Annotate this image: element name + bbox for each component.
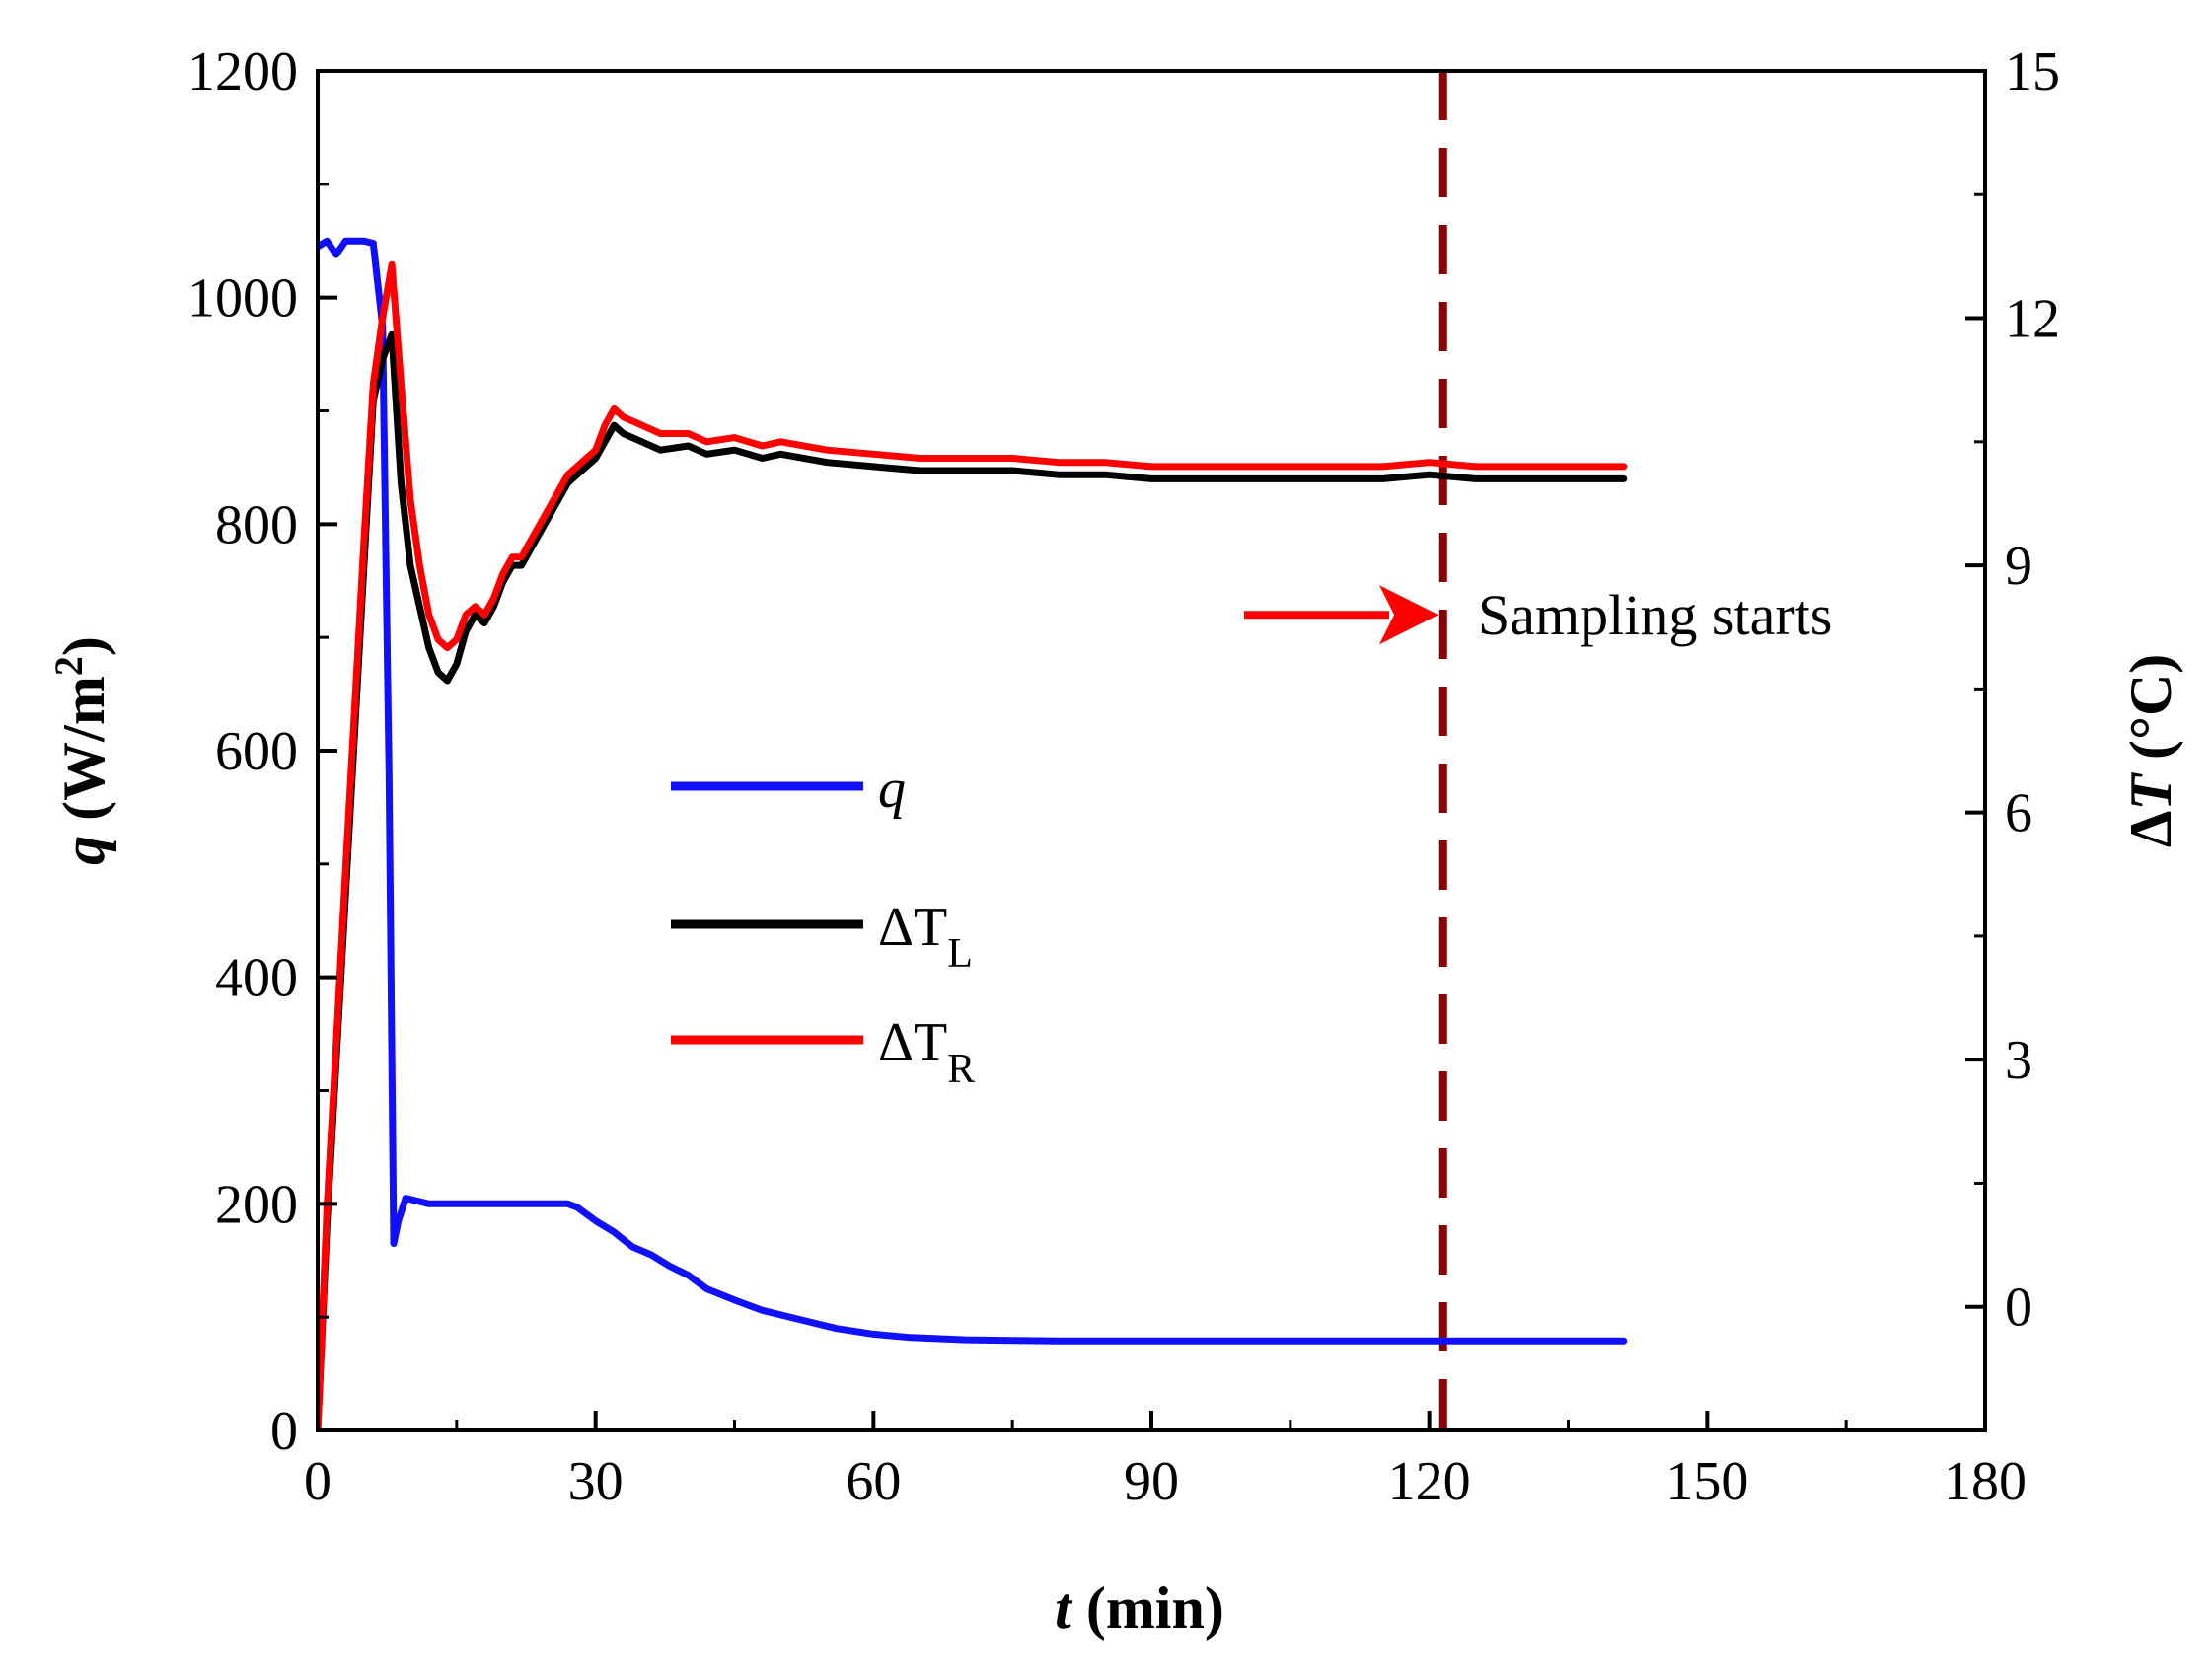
x-axis-ticks: 0 30 60 90 120 150 180 (304, 1411, 2027, 1512)
legend-label-q: q (878, 759, 906, 820)
sampling-annotation: Sampling starts (1243, 583, 1832, 647)
right-y-tick-label: 9 (2005, 536, 2032, 597)
left-y-axis-unit-close: ) (51, 636, 116, 656)
left-y-tick-label: 200 (215, 1174, 298, 1235)
right-y-axis-unit: (°C) (2118, 654, 2183, 774)
left-y-tick-label: 600 (215, 721, 298, 782)
right-y-axis-delta: Δ (2118, 811, 2183, 848)
legend-label-dtr-sub: R (947, 1047, 975, 1092)
left-y-axis-unit: (W/m (51, 676, 116, 836)
left-y-tick-label: 800 (215, 494, 298, 555)
annotation-label: Sampling starts (1478, 583, 1832, 647)
left-y-axis-unit-sup: 2 (46, 656, 91, 676)
plot-frame (316, 69, 1987, 1432)
right-y-tick-label: 15 (2005, 41, 2060, 103)
left-y-axis-title: q (W/m2) (46, 636, 117, 865)
left-y-tick-label: 1200 (187, 41, 298, 103)
series-line-q (318, 237, 1628, 1345)
x-tick-label: 0 (304, 1451, 332, 1512)
legend-label-dtl: ΔTL (878, 897, 973, 977)
right-y-axis-var: T (2118, 772, 2183, 811)
x-axis-unit: (min) (1071, 1575, 1224, 1641)
left-y-tick-label: 1000 (187, 268, 298, 329)
right-y-axis-title: ΔT (°C) (2118, 654, 2183, 848)
annotation-arrow-head (1379, 585, 1439, 645)
legend-label-dtr-base: ΔT (878, 1012, 947, 1073)
right-y-axis-ticks: 0 3 6 9 12 15 (1965, 41, 2060, 1339)
left-y-tick-label: 0 (270, 1401, 298, 1462)
right-y-tick-label: 3 (2005, 1030, 2032, 1091)
x-tick-label: 180 (1944, 1451, 2027, 1512)
x-tick-label: 90 (1124, 1451, 1179, 1512)
right-y-tick-label: 6 (2005, 783, 2032, 844)
left-y-axis-ticks: 0 200 400 600 800 1000 1200 (187, 41, 337, 1462)
series-line-ΔTL (318, 330, 1628, 1430)
right-y-tick-label: 12 (2005, 289, 2060, 350)
x-tick-label: 30 (568, 1451, 624, 1512)
legend-label-dtr: ΔTR (878, 1012, 975, 1092)
x-tick-label: 120 (1388, 1451, 1471, 1512)
legend-label-dtl-base: ΔT (878, 897, 947, 958)
right-y-tick-label: 0 (2005, 1278, 2032, 1339)
left-y-axis-var: q (51, 836, 116, 865)
x-axis-title: t (min) (1055, 1575, 1224, 1641)
series-line-ΔTR (318, 260, 1628, 1430)
left-y-tick-label: 400 (215, 948, 298, 1009)
legend-label-dtl-sub: L (947, 931, 973, 977)
x-axis-var: t (1055, 1575, 1073, 1641)
series-group (318, 237, 1628, 1430)
x-tick-label: 60 (846, 1451, 901, 1512)
legend: q ΔTL ΔTR (671, 759, 975, 1092)
x-tick-label: 150 (1665, 1451, 1748, 1512)
